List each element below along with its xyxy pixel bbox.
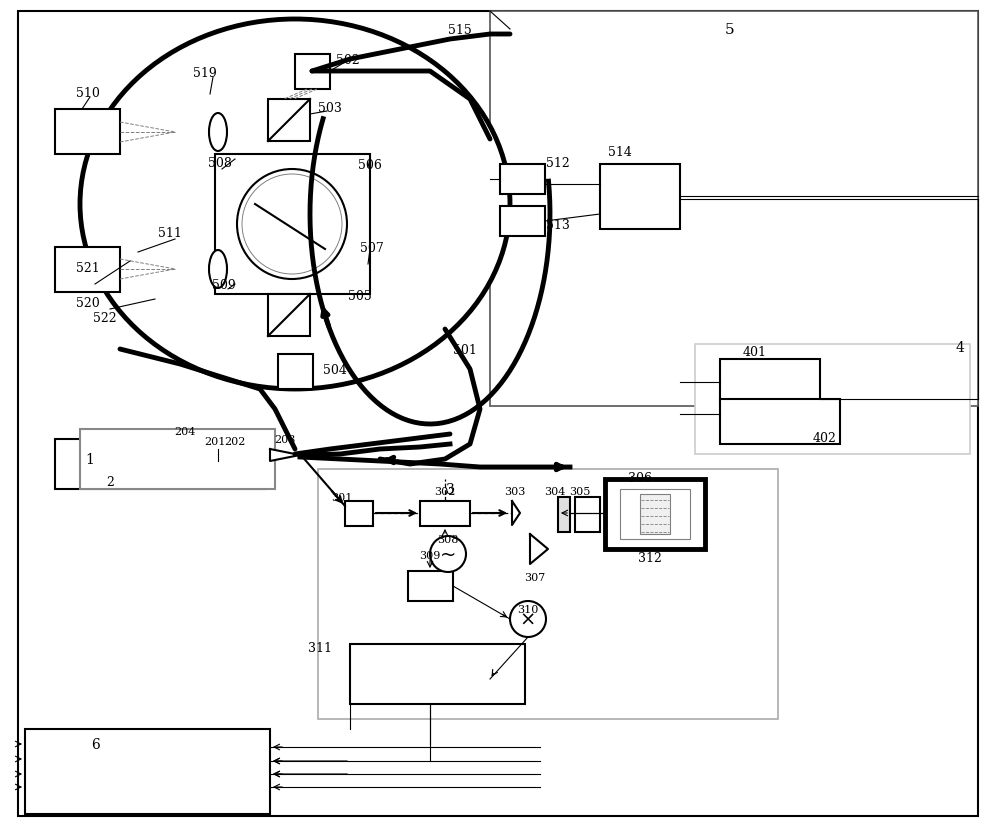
- Bar: [345, 502, 373, 527]
- Text: 401: 401: [743, 345, 767, 358]
- Bar: [55, 440, 265, 489]
- Bar: [295, 55, 330, 90]
- Bar: [490, 12, 978, 406]
- Bar: [640, 494, 670, 534]
- Bar: [200, 446, 220, 465]
- Bar: [620, 489, 690, 539]
- Bar: [318, 470, 778, 719]
- Text: 502: 502: [336, 54, 360, 66]
- Text: 521: 521: [76, 261, 100, 274]
- Bar: [408, 571, 453, 601]
- Bar: [215, 155, 370, 294]
- Text: 201: 201: [204, 436, 226, 446]
- Text: 507: 507: [360, 242, 384, 254]
- Text: 303: 303: [504, 487, 526, 497]
- Text: 202: 202: [224, 436, 246, 446]
- Bar: [268, 294, 310, 337]
- Bar: [420, 502, 470, 527]
- Bar: [605, 479, 705, 549]
- Text: 508: 508: [208, 156, 232, 170]
- Text: 4: 4: [956, 340, 964, 354]
- Polygon shape: [530, 534, 548, 564]
- Text: 402: 402: [813, 431, 837, 444]
- Text: 511: 511: [158, 227, 182, 239]
- Bar: [55, 110, 120, 155]
- Bar: [600, 165, 680, 230]
- Text: ×: ×: [520, 609, 536, 629]
- Text: 514: 514: [608, 145, 632, 158]
- Circle shape: [237, 170, 347, 280]
- Text: 520: 520: [76, 296, 100, 309]
- Circle shape: [242, 175, 342, 275]
- Circle shape: [510, 601, 546, 637]
- Text: 505: 505: [348, 289, 372, 302]
- Circle shape: [430, 537, 466, 573]
- Text: 301: 301: [331, 492, 353, 502]
- Text: 204: 204: [174, 426, 196, 436]
- Text: 519: 519: [193, 66, 217, 79]
- Text: 510: 510: [76, 86, 100, 99]
- Text: 5: 5: [725, 23, 735, 37]
- Text: 308: 308: [437, 534, 459, 544]
- Text: 311: 311: [308, 640, 332, 654]
- Text: 302: 302: [434, 487, 456, 497]
- Text: 512: 512: [546, 156, 570, 170]
- Bar: [558, 497, 570, 533]
- Bar: [268, 99, 310, 142]
- Bar: [695, 344, 970, 455]
- Bar: [500, 206, 545, 237]
- Polygon shape: [512, 502, 520, 525]
- Text: 522: 522: [93, 311, 117, 324]
- Text: 506: 506: [358, 158, 382, 171]
- Ellipse shape: [80, 20, 510, 390]
- Text: 1: 1: [86, 452, 94, 466]
- Bar: [720, 400, 840, 445]
- Bar: [350, 645, 525, 704]
- Text: 3: 3: [446, 482, 454, 497]
- Text: 504: 504: [323, 363, 347, 376]
- Text: 6: 6: [91, 737, 99, 751]
- Ellipse shape: [209, 114, 227, 152]
- Text: 503: 503: [318, 101, 342, 115]
- Text: 2: 2: [106, 475, 114, 488]
- Bar: [278, 354, 313, 390]
- Text: 306: 306: [628, 471, 652, 484]
- Text: 513: 513: [546, 218, 570, 232]
- Text: 501: 501: [453, 343, 477, 356]
- Polygon shape: [270, 450, 300, 461]
- Text: 312: 312: [638, 551, 662, 563]
- Text: 309: 309: [419, 550, 441, 560]
- Text: 307: 307: [524, 573, 546, 583]
- Bar: [575, 497, 600, 533]
- Text: 304: 304: [544, 487, 566, 497]
- Bar: [55, 247, 120, 293]
- Bar: [500, 165, 545, 195]
- Text: ~: ~: [440, 545, 456, 563]
- Ellipse shape: [209, 251, 227, 288]
- Text: 310: 310: [517, 604, 539, 614]
- Bar: [720, 359, 820, 405]
- Bar: [25, 729, 270, 814]
- Text: 203: 203: [274, 435, 296, 445]
- Text: 515: 515: [448, 23, 472, 37]
- Text: 509: 509: [212, 278, 236, 291]
- Bar: [80, 430, 275, 489]
- Text: 305: 305: [569, 487, 591, 497]
